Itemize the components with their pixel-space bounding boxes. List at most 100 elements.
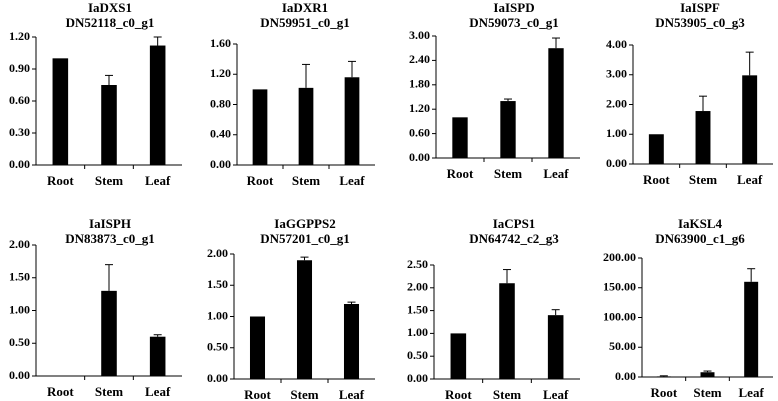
bar-stem [695,111,711,164]
category-label-leaf: Leaf [739,385,765,400]
category-label-root: Root [650,385,677,400]
y-tick-label: 1.50 [9,270,30,284]
y-tick-label: 0.00 [9,368,30,382]
y-tick-label: 0.30 [9,125,30,139]
y-tick-label: 2.00 [207,246,228,260]
category-label-leaf: Leaf [543,387,569,401]
category-label-leaf: Leaf [543,166,569,181]
bar-stem [499,283,515,379]
y-tick-label: 0.00 [606,156,627,170]
bar-stem [500,101,516,158]
chart-subtitle: DN83873_c0_g1 [65,231,155,246]
y-tick-label: 2.00 [9,237,30,251]
bar-root [450,333,467,379]
y-tick-label: 1.20 [9,29,30,43]
category-label-leaf: Leaf [339,173,365,188]
category-label-root: Root [447,166,474,181]
y-tick-label: 0.40 [210,127,231,141]
bar-leaf [742,75,758,164]
category-label-leaf: Leaf [145,384,171,399]
y-tick-label: 0.00 [207,371,228,385]
bar-root [249,316,266,379]
category-label-root: Root [47,173,74,188]
chart-title: IaCPS1 [493,216,536,231]
category-label-root: Root [244,387,271,401]
chart-title: IaISPD [493,0,534,15]
y-tick-label: 0.00 [9,157,30,171]
bar-stem [700,372,715,377]
y-tick-label: 0.00 [210,157,231,171]
chart-title: IaGGPPS2 [274,216,335,231]
y-tick-label: 0.60 [409,125,430,139]
bar-leaf [547,315,564,379]
y-tick-label: 1.00 [606,126,627,140]
category-label-stem: Stem [290,387,318,401]
category-label-stem: Stem [95,173,123,188]
bar-leaf [744,281,759,377]
y-tick-label: 200.00 [603,250,636,264]
bar-leaf [149,45,166,165]
y-tick-label: 0.90 [9,61,30,75]
chart-subtitle: DN59951_c0_g1 [260,15,350,30]
y-tick-label: 2.00 [407,280,428,294]
bar-leaf [149,336,166,376]
category-label-leaf: Leaf [145,173,171,188]
y-tick-label: 1.50 [207,277,228,291]
y-tick-label: 3.00 [409,28,430,42]
chart-title: IaISPF [680,0,720,15]
y-tick-label: 0.50 [407,348,428,362]
y-tick-label: 2.40 [409,52,430,66]
category-label-stem: Stem [689,172,717,187]
bar-root [648,134,664,164]
category-label-stem: Stem [95,384,123,399]
y-tick-label: 0.60 [9,93,30,107]
chart-subtitle: DN57201_c0_g1 [260,231,350,246]
chart-subtitle: DN64742_c2_g3 [469,231,559,246]
category-label-stem: Stem [494,166,522,181]
y-tick-label: 3.00 [606,67,627,81]
y-tick-label: 1.20 [210,66,231,80]
y-tick-label: 1.20 [409,101,430,115]
y-tick-label: 1.00 [407,325,428,339]
category-label-stem: Stem [292,173,320,188]
chart-subtitle: DN63900_c1_g6 [655,231,745,246]
y-tick-label: 0.00 [615,369,636,383]
bar-stem [296,260,313,379]
bar-stem [298,87,314,165]
bar-root [452,117,468,158]
y-tick-label: 100.00 [603,309,636,323]
chart-subtitle: DN59073_c0_g1 [469,15,559,30]
category-label-root: Root [445,387,472,401]
bar-root [252,89,268,165]
category-label-stem: Stem [493,387,521,401]
y-tick-label: 0.50 [207,340,228,354]
bar-root [656,376,671,377]
chart-subtitle: DN53905_c0_g3 [655,15,745,30]
chart-subtitle: DN52118_c0_g1 [66,15,155,30]
y-tick-label: 0.00 [407,371,428,385]
bar-leaf [344,77,360,165]
y-tick-label: 1.00 [9,302,30,316]
chart-title: IaDXS1 [88,0,132,15]
category-label-root: Root [643,172,670,187]
y-tick-label: 1.60 [210,36,231,50]
bar-leaf [343,304,360,379]
y-tick-label: 50.00 [609,339,636,353]
bar-leaf [548,48,564,159]
chart-title: IaISPH [89,216,131,231]
y-tick-label: 0.50 [9,335,30,349]
y-tick-label: 2.50 [407,257,428,271]
bar-stem [101,290,117,376]
y-tick-label: 0.00 [409,150,430,164]
category-label-stem: Stem [693,385,721,400]
y-tick-label: 1.00 [207,308,228,322]
chart-title: IaDXR1 [282,0,328,15]
